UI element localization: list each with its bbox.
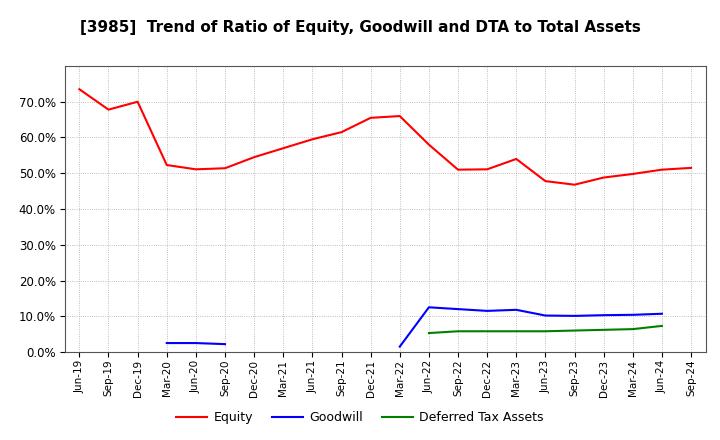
Equity: [163, 162, 171, 168]
Line: Deferred Tax Assets: Deferred Tax Assets: [429, 326, 662, 333]
Equity: [220, 165, 229, 171]
Goodwill: [220, 341, 229, 347]
Goodwill: [570, 313, 579, 319]
Equity: [657, 167, 666, 172]
Equity: [425, 142, 433, 147]
Deferred Tax Assets: [629, 326, 637, 332]
Goodwill: [657, 311, 666, 316]
Goodwill: [425, 304, 433, 310]
Equity: [599, 175, 608, 180]
Deferred Tax Assets: [657, 323, 666, 329]
Deferred Tax Assets: [541, 329, 550, 334]
Text: [3985]  Trend of Ratio of Equity, Goodwill and DTA to Total Assets: [3985] Trend of Ratio of Equity, Goodwil…: [80, 20, 640, 35]
Goodwill: [483, 308, 492, 314]
Equity: [192, 167, 200, 172]
Goodwill: [454, 306, 462, 312]
Equity: [483, 167, 492, 172]
Deferred Tax Assets: [512, 329, 521, 334]
Deferred Tax Assets: [454, 329, 462, 334]
Equity: [366, 115, 375, 121]
Equity: [541, 179, 550, 184]
Deferred Tax Assets: [483, 329, 492, 334]
Equity: [75, 87, 84, 92]
Goodwill: [599, 312, 608, 318]
Equity: [395, 114, 404, 119]
Equity: [308, 137, 317, 142]
Goodwill: [512, 307, 521, 312]
Goodwill: [192, 341, 200, 346]
Equity: [337, 129, 346, 135]
Equity: [250, 154, 258, 160]
Equity: [104, 107, 113, 112]
Line: Goodwill: Goodwill: [167, 307, 662, 347]
Equity: [629, 171, 637, 176]
Deferred Tax Assets: [425, 330, 433, 336]
Deferred Tax Assets: [599, 327, 608, 333]
Goodwill: [541, 313, 550, 318]
Equity: [454, 167, 462, 172]
Equity: [570, 182, 579, 187]
Legend: Equity, Goodwill, Deferred Tax Assets: Equity, Goodwill, Deferred Tax Assets: [171, 407, 549, 429]
Goodwill: [395, 344, 404, 349]
Equity: [279, 146, 287, 151]
Equity: [687, 165, 696, 171]
Deferred Tax Assets: [570, 328, 579, 333]
Equity: [133, 99, 142, 104]
Goodwill: [629, 312, 637, 318]
Line: Equity: Equity: [79, 89, 691, 185]
Equity: [512, 156, 521, 161]
Goodwill: [163, 341, 171, 346]
